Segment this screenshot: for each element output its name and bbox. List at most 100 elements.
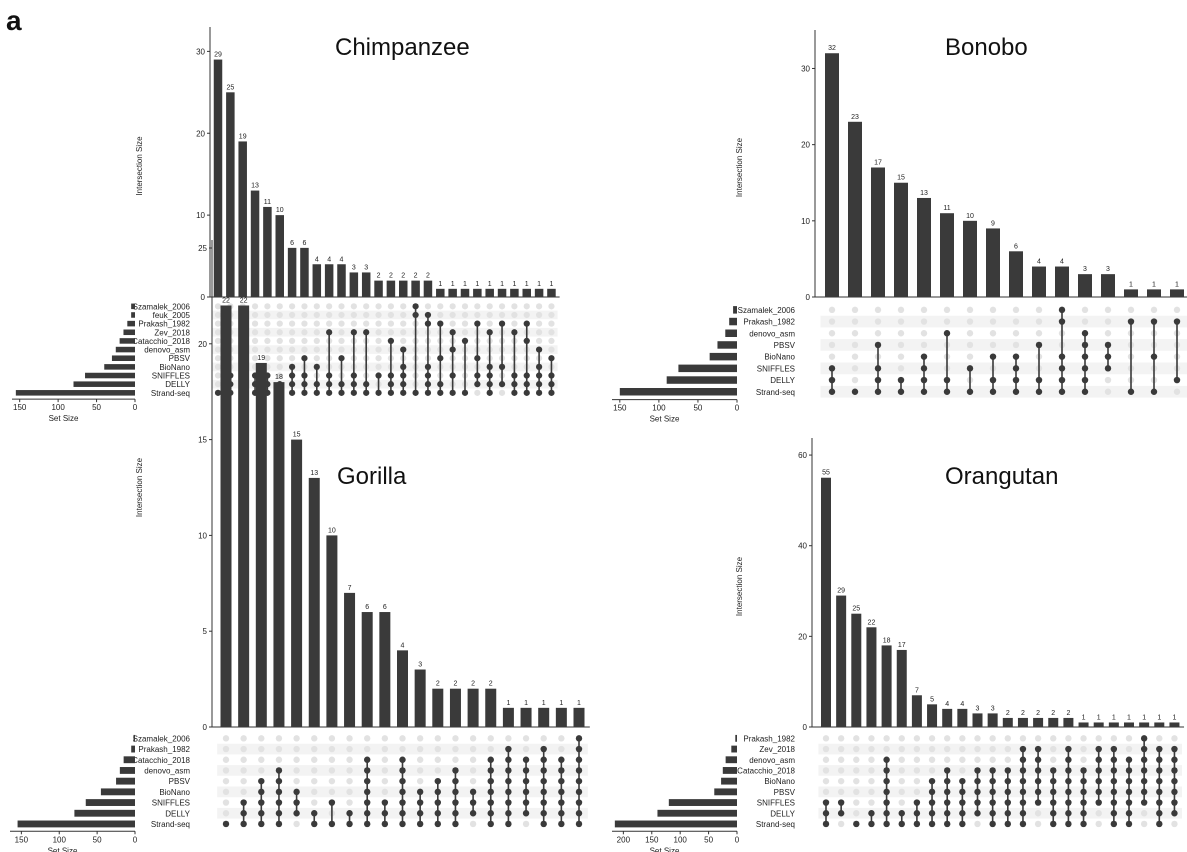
matrix-dot-active [350, 329, 357, 336]
intersection-bar [312, 264, 322, 297]
matrix-dot-active [1034, 756, 1042, 763]
matrix-dot-active [399, 756, 406, 763]
matrix-dot-inactive [851, 318, 859, 325]
matrix-dot-active [828, 365, 836, 372]
matrix-dot-active [928, 810, 936, 817]
matrix-dot-inactive [1012, 330, 1020, 337]
matrix-dot-active [240, 820, 247, 828]
matrix-dot-inactive [326, 303, 333, 310]
matrix-dot-inactive [558, 745, 565, 753]
matrix-dot-active [434, 810, 441, 817]
matrix-dot-active [989, 777, 996, 785]
matrix-dot-inactive [1004, 745, 1011, 753]
matrix-dot-active [913, 820, 921, 828]
matrix-dot-inactive [966, 306, 974, 314]
matrix-dot-inactive [851, 330, 859, 337]
intersection-bar-label: 2 [414, 273, 418, 280]
matrix-dot-active [364, 799, 371, 806]
matrix-dot-inactive [276, 303, 283, 310]
matrix-dot-inactive [346, 756, 353, 763]
matrix-dot-inactive [853, 777, 860, 785]
intersection-bar [361, 612, 373, 727]
y-tick-label: 10 [196, 211, 205, 220]
matrix-dot-inactive [837, 756, 845, 763]
matrix-dot-inactive [375, 320, 382, 327]
matrix-dot-inactive [540, 735, 547, 742]
intersection-bar [896, 649, 907, 727]
matrix-dot-active [522, 756, 530, 763]
matrix-dot-inactive [338, 329, 345, 336]
intersection-bar [1124, 289, 1138, 297]
matrix-dot-inactive [522, 820, 530, 828]
intersection-bar [287, 247, 297, 297]
matrix-dot-active [364, 767, 371, 774]
intersection-bar-label: 19 [257, 355, 265, 362]
intersection-bar-label: 4 [401, 642, 405, 649]
intersection-bar [275, 215, 284, 297]
matrix-dot-inactive [375, 346, 382, 353]
matrix-dot-active [1140, 788, 1148, 796]
intersection-bar [238, 305, 250, 727]
matrix-dot-inactive [434, 735, 441, 742]
matrix-dot-active [1019, 756, 1027, 763]
matrix-dot-inactive [1095, 735, 1102, 742]
matrix-dot-active [346, 810, 353, 817]
intersection-bar [502, 707, 514, 727]
matrix-dot-inactive [416, 767, 424, 774]
matrix-dot-inactive [350, 320, 357, 327]
intersection-bar [927, 704, 938, 727]
set-size-bar [131, 303, 135, 310]
matrix-dot-active [1065, 777, 1072, 785]
matrix-dot-inactive [328, 767, 336, 774]
panel-title: Gorilla [337, 463, 407, 490]
set-size-bar [729, 317, 737, 326]
matrix-dot-active [399, 810, 406, 817]
matrix-dot-inactive [1171, 735, 1178, 742]
matrix-dot-active [1125, 810, 1133, 817]
matrix-dot-active [449, 329, 456, 336]
intersection-bar [522, 288, 531, 297]
matrix-dot-inactive [1035, 318, 1043, 325]
matrix-dot-active [1081, 365, 1089, 372]
matrix-dot-active [1019, 820, 1027, 828]
intersection-bar-label: 1 [542, 700, 546, 707]
matrix-dot-active [959, 799, 966, 806]
matrix-dot-active [1019, 810, 1027, 817]
intersection-bar [349, 272, 359, 297]
matrix-dot-active [487, 777, 494, 785]
intersection-bar-label: 1 [451, 281, 455, 288]
matrix-dot-active [1081, 330, 1089, 337]
matrix-dot-active [474, 381, 481, 388]
matrix-dot-inactive [913, 777, 921, 785]
matrix-dot-active [1125, 767, 1133, 774]
matrix-dot-active [989, 388, 997, 395]
matrix-dot-inactive [487, 745, 494, 753]
matrix-dot-active [1127, 388, 1135, 395]
matrix-dot-inactive [1081, 306, 1089, 314]
matrix-dot-active [1140, 756, 1148, 763]
intersection-bar [881, 645, 892, 727]
matrix-dot-inactive [214, 311, 222, 319]
intersection-bar-label: 1 [524, 700, 528, 707]
intersection-bar [986, 228, 1000, 297]
intersection-bar [957, 708, 968, 727]
matrix-dot-inactive [853, 735, 860, 742]
matrix-dot-active [461, 337, 469, 345]
matrix-dot-active [416, 810, 424, 817]
matrix-dot-inactive [853, 767, 860, 774]
matrix-dot-inactive [1050, 735, 1057, 742]
matrix-dot-active [1140, 745, 1148, 753]
y-axis-label: Intersection Size [735, 556, 744, 616]
intersection-bar [255, 362, 267, 727]
intersection-bar [1017, 717, 1028, 727]
matrix-dot-active [575, 756, 583, 763]
matrix-dot-inactive [898, 767, 905, 774]
matrix-dot-active [275, 777, 283, 785]
matrix-dot-inactive [437, 303, 444, 310]
matrix-dot-inactive [275, 756, 283, 763]
intersection-bar [1170, 289, 1184, 297]
matrix-dot-active [523, 320, 530, 327]
